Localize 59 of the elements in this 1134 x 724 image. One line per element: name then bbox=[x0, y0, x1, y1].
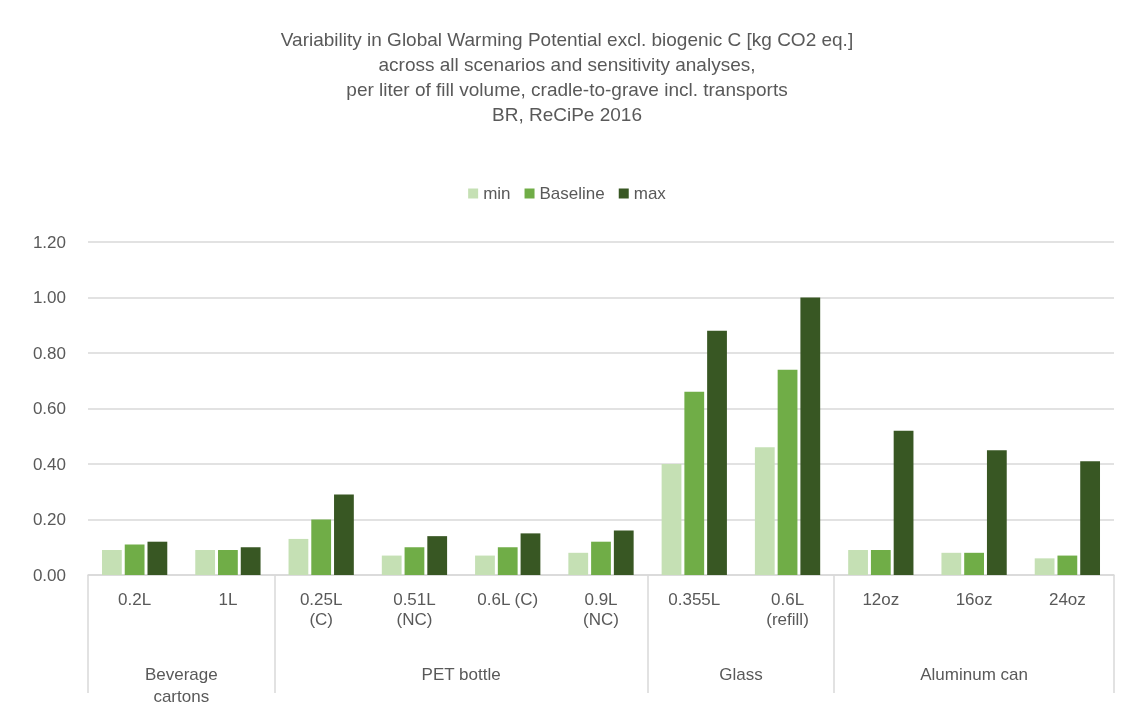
chart-title: Variability in Global Warming Potential excl. biogenic C [kg CO2 eq.] across all scenarios and sensitivity analyses, per liter of fill volume, cradle-to-grave incl. transports BR, ReCiPe 2016 bbox=[280, 29, 854, 125]
x-tick-label: 0.51L (NC) bbox=[393, 589, 436, 629]
y-tick-label: 0.00 bbox=[32, 565, 66, 585]
y-tick-label: 1.20 bbox=[32, 232, 66, 252]
bar bbox=[124, 544, 145, 575]
bar bbox=[218, 550, 238, 575]
bar bbox=[941, 552, 962, 575]
bar bbox=[568, 552, 589, 575]
bar bbox=[754, 447, 775, 575]
x-tick-label: 0.25L (C) bbox=[299, 589, 343, 629]
x-tick-label: 0.6L (C) bbox=[477, 589, 539, 609]
bar bbox=[240, 547, 261, 575]
text: PET bottle bbox=[421, 664, 501, 684]
legend-label: Baseline bbox=[539, 184, 605, 203]
bar bbox=[777, 369, 798, 575]
text: Beverage cartons bbox=[144, 664, 218, 706]
bar bbox=[986, 450, 1007, 575]
bar bbox=[311, 519, 332, 575]
bar bbox=[1034, 558, 1055, 575]
bar bbox=[520, 533, 541, 575]
y-tick-label: 0.20 bbox=[32, 510, 66, 529]
bar bbox=[707, 330, 727, 575]
bar bbox=[848, 550, 868, 575]
bar bbox=[404, 547, 425, 575]
bar bbox=[381, 555, 402, 575]
bar bbox=[1057, 555, 1078, 575]
bar bbox=[870, 550, 891, 575]
bar bbox=[147, 541, 168, 575]
y-tick-label: 0.60 bbox=[32, 399, 66, 418]
bar bbox=[427, 536, 448, 575]
bar bbox=[334, 494, 354, 575]
x-tick-label: 0.2L bbox=[118, 589, 152, 609]
bar bbox=[288, 538, 309, 575]
bar bbox=[475, 555, 495, 575]
y-tick-label: 1.00 bbox=[32, 288, 66, 307]
x-tick-label: 24oz bbox=[1048, 589, 1086, 609]
bar bbox=[800, 297, 821, 575]
text: Glass bbox=[719, 664, 763, 684]
bar bbox=[101, 550, 122, 575]
bar bbox=[964, 552, 984, 575]
bar bbox=[613, 530, 634, 575]
y-tick-label: 0.40 bbox=[32, 454, 66, 474]
x-tick-label: 1L bbox=[218, 589, 238, 609]
bar bbox=[893, 430, 914, 575]
x-tick-label: 0.6L (refill) bbox=[766, 589, 809, 629]
bar bbox=[1080, 461, 1101, 575]
x-tick-label: 0.355L bbox=[668, 589, 721, 609]
legend-label: min bbox=[483, 184, 511, 203]
bar bbox=[684, 391, 705, 575]
text: Aluminum can bbox=[920, 664, 1028, 684]
bar bbox=[661, 464, 682, 575]
x-tick-label: 0.9L (NC) bbox=[583, 589, 619, 629]
bar bbox=[591, 541, 611, 575]
bar bbox=[497, 547, 518, 575]
x-tick-label: 16oz bbox=[955, 589, 993, 609]
x-tick-label: 12oz bbox=[862, 589, 900, 609]
legend-label: max bbox=[633, 184, 667, 203]
y-tick-label: 0.80 bbox=[32, 343, 66, 363]
bar bbox=[195, 550, 216, 575]
